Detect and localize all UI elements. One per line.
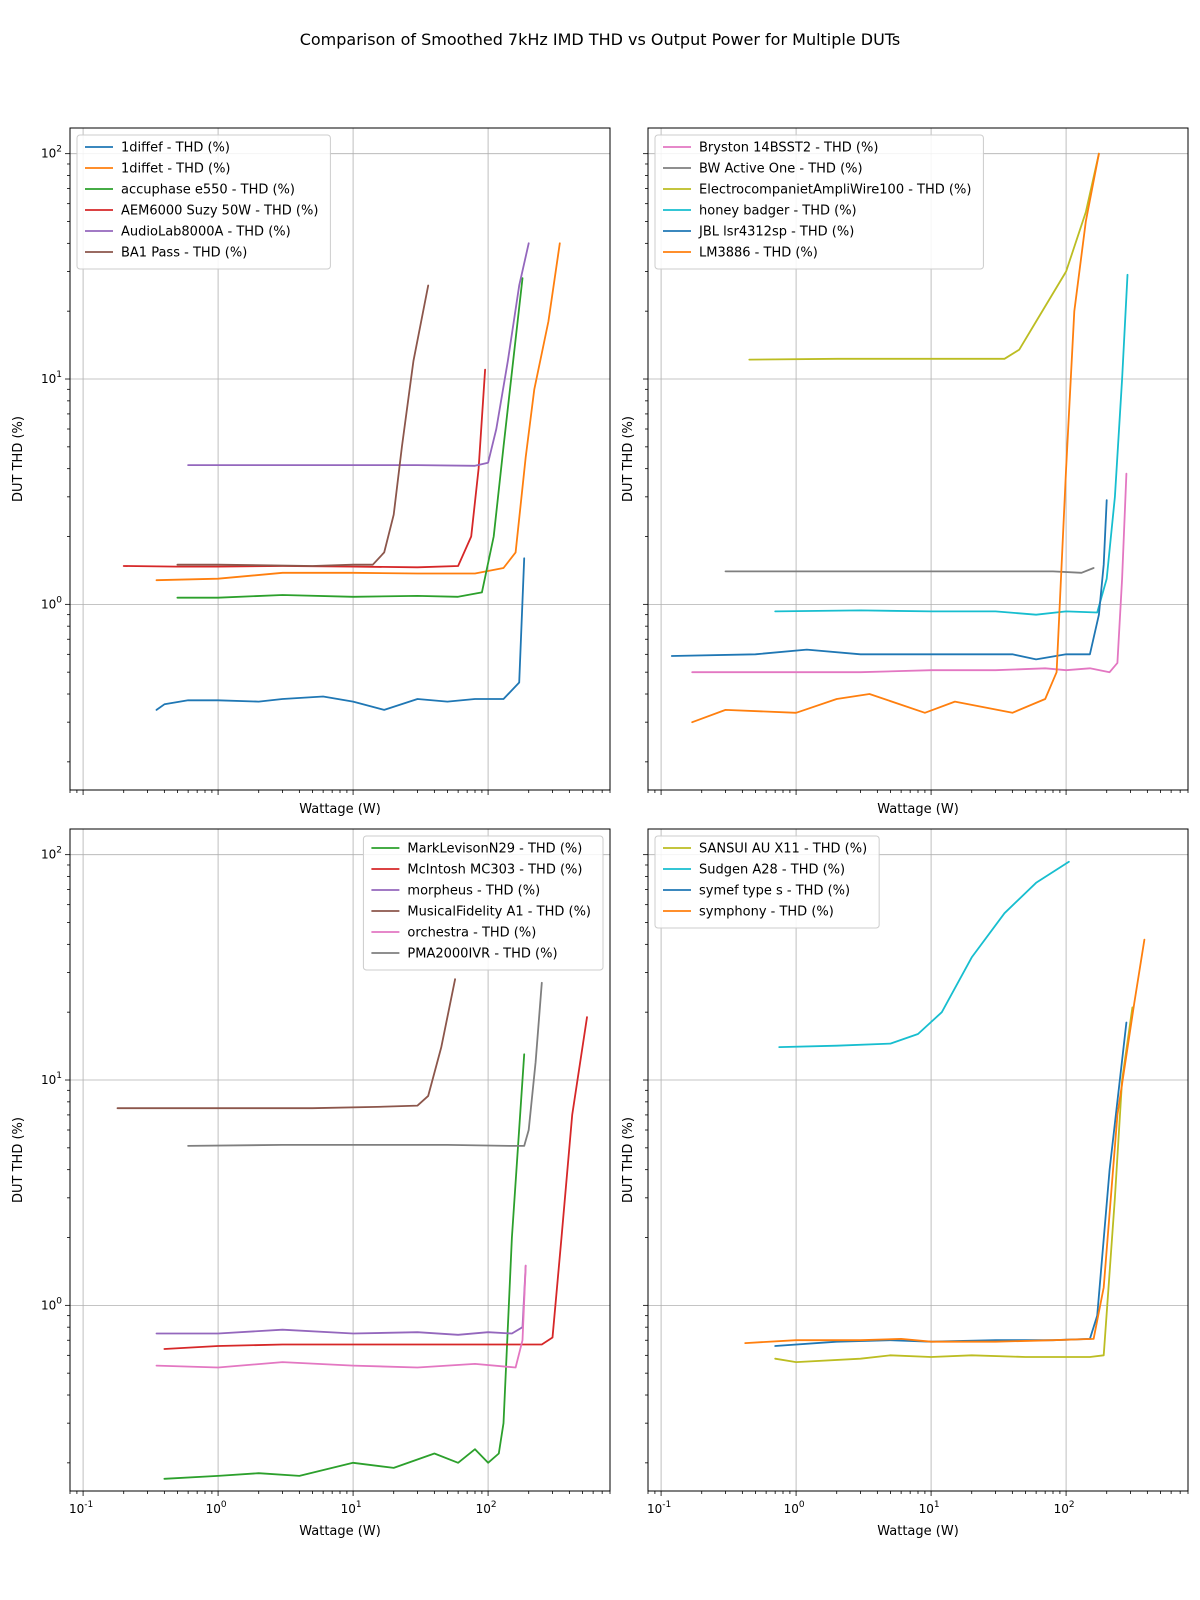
legend-label-1: SANSUI AU X11 - THD (%)	[699, 842, 867, 857]
legend-box	[654, 835, 880, 929]
y-axis-label: DUT THD (%)	[11, 416, 26, 502]
series-group	[116, 978, 588, 1480]
legend-box	[76, 134, 331, 270]
subplot-top-right: Wattage (W) DUT THD (%) Bryston 14BSST2 - …	[621, 127, 1189, 817]
legend-label-1: MarkLevisonN29 - THD (%)	[407, 842, 582, 857]
y-tick-label: 101	[41, 1071, 62, 1087]
series-line-2	[155, 242, 561, 582]
series-line-3	[748, 152, 1100, 361]
legend: Bryston 14BSST2 - THD (%) BW Active One -…	[654, 134, 984, 270]
series-group	[744, 860, 1146, 1363]
legend-label-4: honey badger - THD (%)	[699, 204, 857, 219]
legend-label-4: symphony - THD (%)	[699, 905, 834, 920]
x-axis-label: Wattage (W)	[877, 802, 959, 817]
legend-label-4: MusicalFidelity A1 - THD (%)	[407, 905, 591, 920]
series-line-4	[122, 368, 486, 569]
legend-label-5: orchestra - THD (%)	[407, 926, 536, 941]
x-tick-label: 10-1	[69, 1500, 93, 1516]
legend-label-6: PMA2000IVR - THD (%)	[407, 947, 557, 962]
series-line-4	[774, 273, 1129, 616]
legend-label-3: symef type s - THD (%)	[699, 884, 850, 899]
series-line-3	[155, 1264, 527, 1336]
series-line-5	[670, 499, 1108, 661]
x-tick-label: 10-1	[647, 1500, 671, 1516]
y-tick-label: 102	[41, 846, 62, 862]
series-line-1	[691, 472, 1128, 674]
y-tick-label: 100	[41, 595, 62, 611]
series-line-5	[155, 1264, 527, 1369]
legend: MarkLevisonN29 - THD (%) McIntosh MC303 -…	[362, 835, 604, 971]
legend-label-5: AudioLab8000A - THD (%)	[121, 225, 291, 240]
legend-label-2: 1diffet - THD (%)	[121, 162, 231, 177]
legend-label-1: Bryston 14BSST2 - THD (%)	[699, 141, 878, 156]
series-line-4	[116, 978, 456, 1110]
y-tick-label: 102	[41, 145, 62, 161]
x-tick-label: 101	[919, 1500, 940, 1516]
legend-label-6: BA1 Pass - THD (%)	[121, 246, 247, 261]
series-line-6	[187, 981, 543, 1147]
x-tick-label: 102	[476, 1500, 497, 1516]
legend-label-3: morpheus - THD (%)	[407, 884, 540, 899]
legend: SANSUI AU X11 - THD (%) Sudgen A28 - THD …	[654, 835, 880, 929]
legend-label-4: AEM6000 Suzy 50W - THD (%)	[121, 204, 318, 219]
y-tick-label: 101	[41, 370, 62, 386]
series-line-2	[163, 1016, 588, 1350]
legend-label-3: accuphase e550 - THD (%)	[121, 183, 295, 198]
series-line-4	[744, 938, 1146, 1344]
series-line-1	[155, 557, 526, 711]
series-line-1	[774, 1006, 1134, 1363]
legend-label-2: McIntosh MC303 - THD (%)	[407, 863, 582, 878]
y-axis-label: DUT THD (%)	[621, 416, 636, 502]
series-line-1	[163, 1053, 526, 1480]
subplot-top-left: 100 101 102 Wattage (W) DUT THD (%) 1diffef -…	[11, 127, 611, 817]
y-tick-label: 100	[41, 1296, 62, 1312]
series-group	[122, 242, 561, 711]
x-tick-label: 100	[784, 1500, 805, 1516]
series-line-5	[187, 242, 530, 467]
legend-label-5: JBL lsr4312sp - THD (%)	[698, 225, 854, 240]
legend-label-1: 1diffef - THD (%)	[121, 141, 230, 156]
legend: 1diffef - THD (%) 1diffet - THD (%) accuph…	[76, 134, 331, 270]
x-tick-label: 100	[206, 1500, 227, 1516]
legend-label-3: ElectrocompanietAmpliWire100 - THD (%)	[699, 183, 971, 198]
legend-box	[654, 134, 984, 270]
series-line-6	[176, 284, 430, 567]
x-tick-label: 102	[1054, 1500, 1075, 1516]
figure-title: Comparison of Smoothed 7kHz IMD THD vs O…	[300, 30, 901, 49]
series-line-2	[724, 567, 1095, 574]
series-line-3	[176, 277, 524, 599]
subplot-bottom-left: 10-1 100 101 102 100 101 102 Wattage (W) DUT THD…	[11, 828, 611, 1539]
series-line-6	[691, 152, 1100, 724]
x-axis-label: Wattage (W)	[877, 1524, 959, 1539]
series-line-2	[778, 860, 1070, 1048]
legend-label-2: Sudgen A28 - THD (%)	[699, 863, 845, 878]
series-group	[670, 152, 1129, 724]
subplot-bottom-right: 10-1 100 101 102 Wattage (W) DUT THD (%) SANSU…	[621, 828, 1189, 1539]
y-axis-label: DUT THD (%)	[621, 1117, 636, 1203]
x-axis-label: Wattage (W)	[299, 1524, 381, 1539]
legend-label-6: LM3886 - THD (%)	[699, 246, 818, 261]
series-line-3	[774, 1021, 1128, 1347]
legend-box	[362, 835, 604, 971]
x-tick-label: 101	[341, 1500, 362, 1516]
y-axis-label: DUT THD (%)	[11, 1117, 26, 1203]
x-axis-label: Wattage (W)	[299, 802, 381, 817]
legend-label-2: BW Active One - THD (%)	[699, 162, 863, 177]
